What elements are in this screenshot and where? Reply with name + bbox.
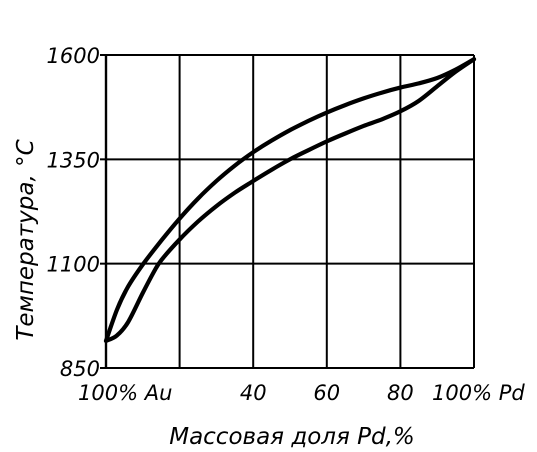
y-tick-label-1100: 1100: [47, 253, 100, 277]
x-axis-title: Массовая доля Pd,%: [169, 424, 415, 450]
x-tick-label-40: 40: [240, 381, 267, 405]
series-curve-1: [103, 57, 477, 343]
x-tick-label-60: 60: [313, 381, 340, 405]
plot-frame: [100, 54, 475, 369]
y-tick-label-1350: 1350: [47, 148, 100, 172]
series-curve-2: [103, 57, 477, 343]
y-tick-labels: 850 1100 1350 1600: [47, 44, 100, 381]
y-axis-title: Температура, °С: [13, 139, 39, 340]
series-layer: [103, 57, 477, 343]
x-tick-label-100: 100% Pd: [432, 381, 525, 405]
x-tick-label-80: 80: [387, 381, 414, 405]
y-tick-label-850: 850: [60, 357, 100, 381]
x-tick-label-0: 100% Au: [78, 381, 172, 405]
y-tick-label-1600: 1600: [47, 44, 100, 68]
x-tick-labels: 100% Au 40 60 80 100% Pd: [78, 381, 525, 405]
